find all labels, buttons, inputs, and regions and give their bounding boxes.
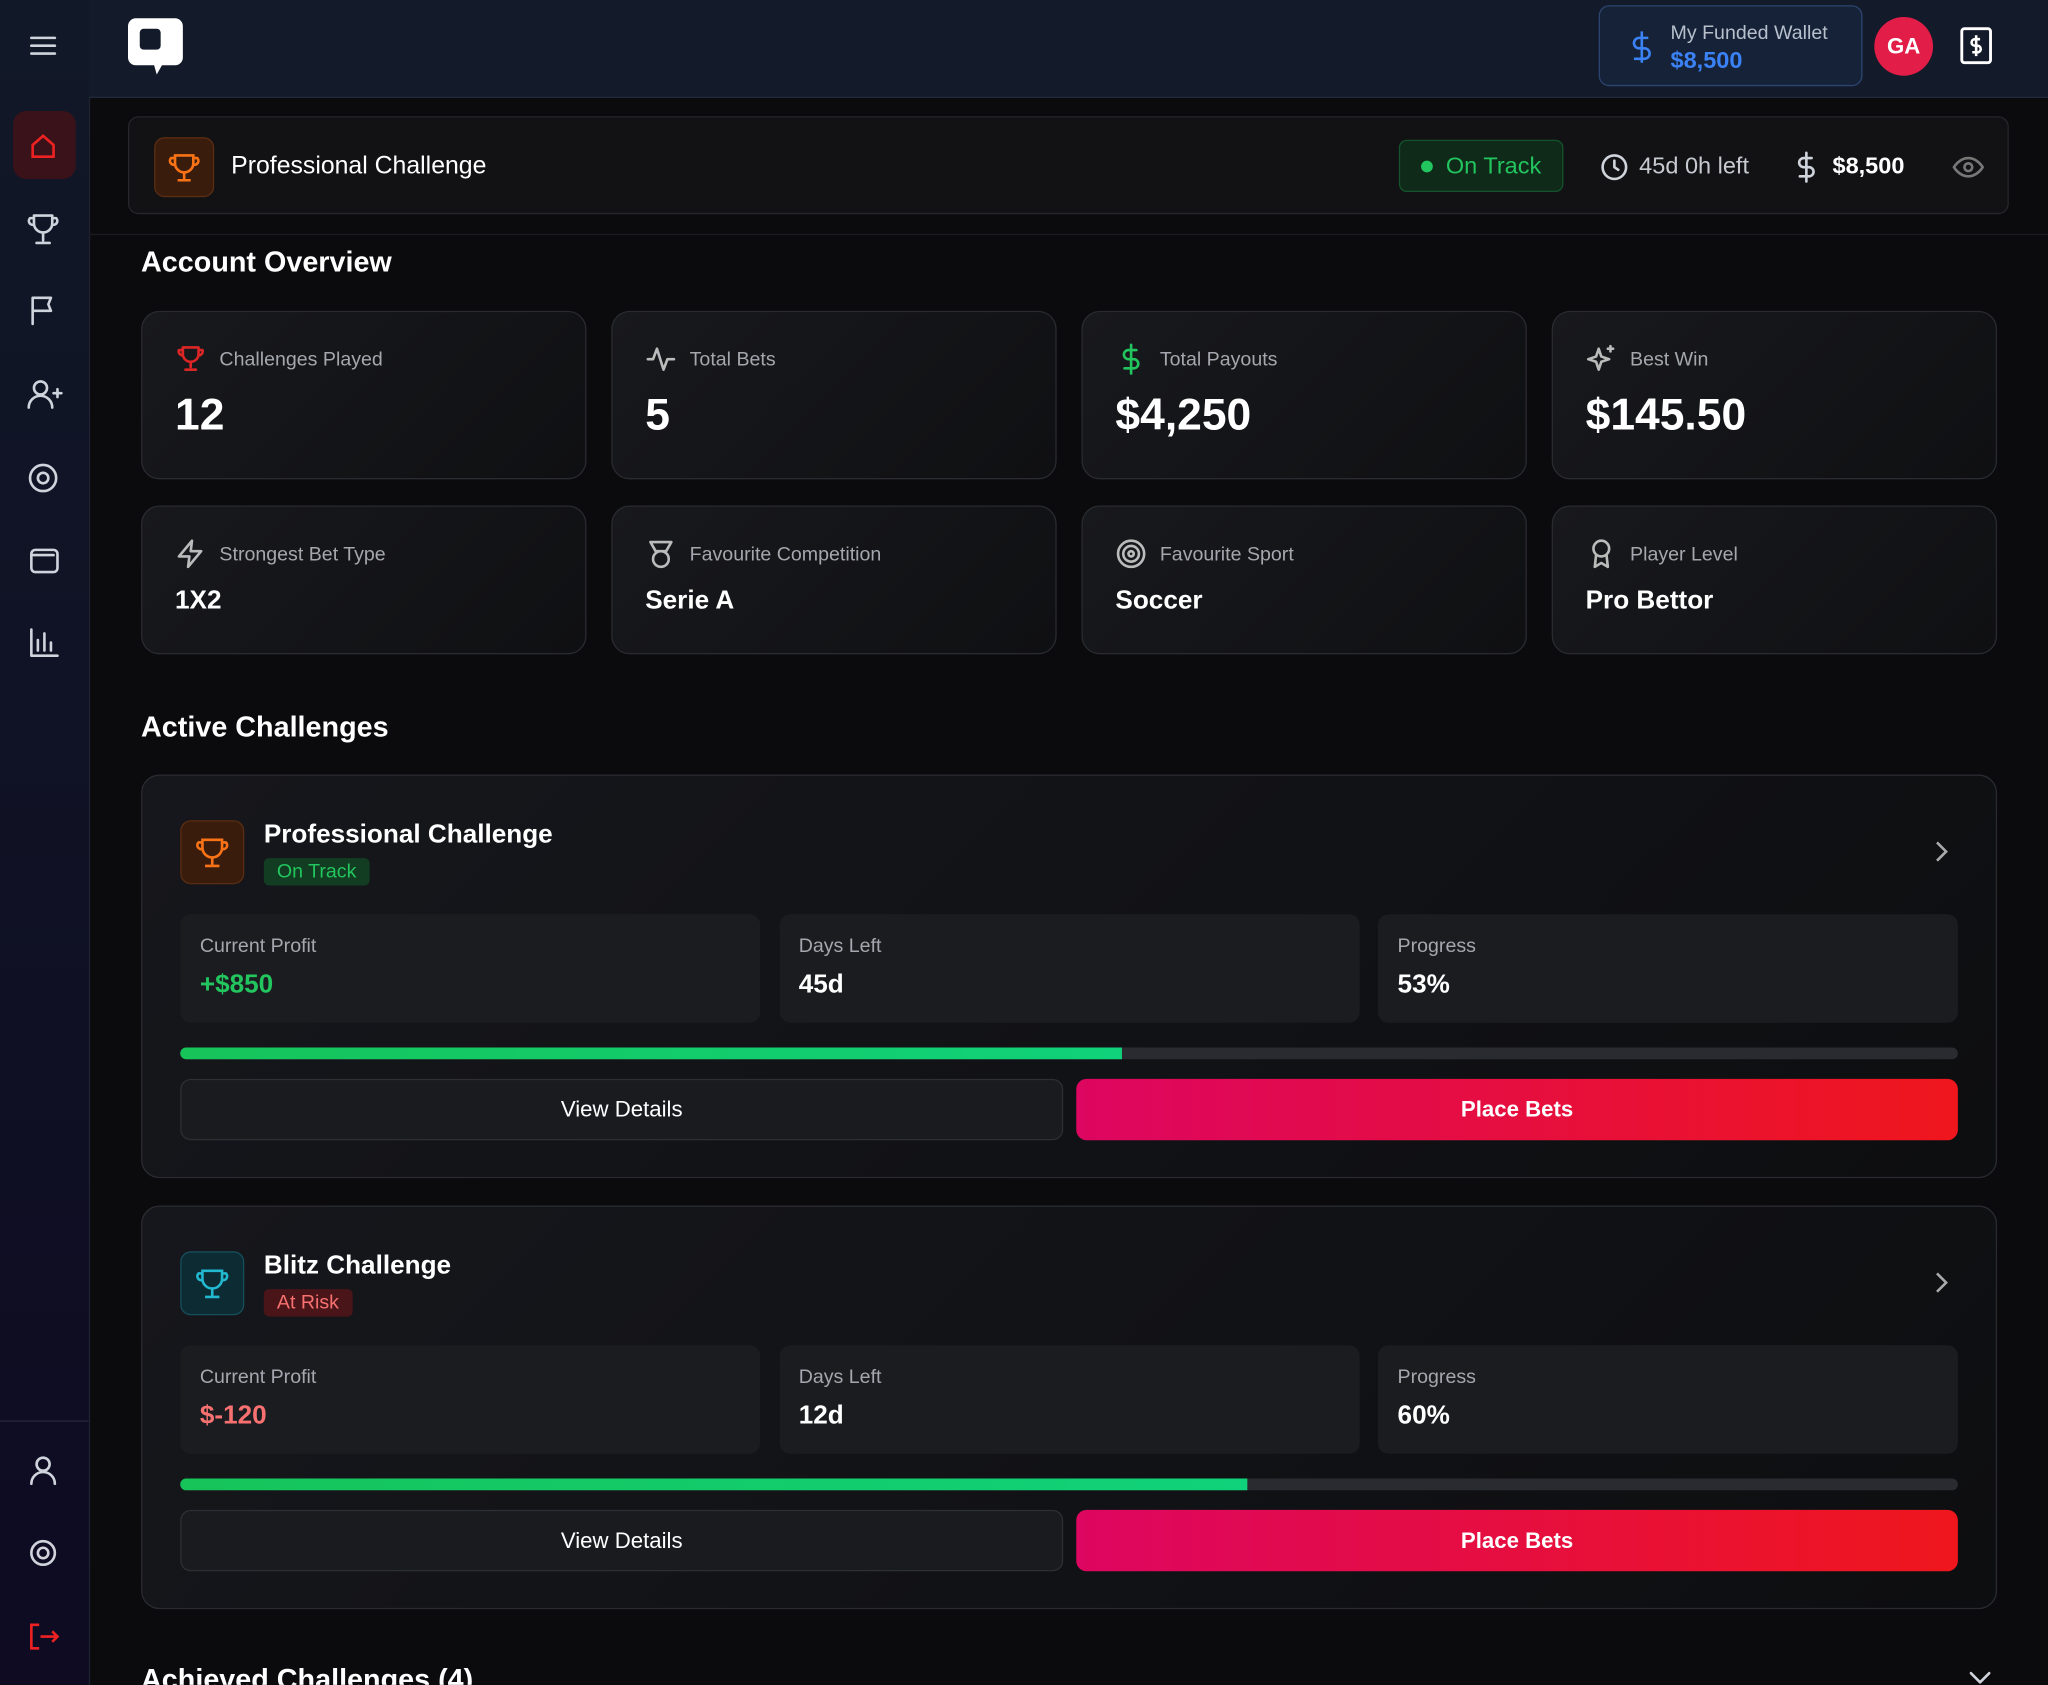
stat-box: Progress 53% bbox=[1377, 914, 1958, 1023]
progress-fill bbox=[180, 1478, 1247, 1491]
section-title: Achieved Challenges (4) bbox=[141, 1662, 474, 1685]
stat-value: +$850 bbox=[199, 970, 274, 1000]
stat-card: Player Level Pro Bettor bbox=[1551, 505, 1998, 655]
header: My Funded Wallet $8,500 GA bbox=[88, 0, 2048, 98]
stat-value: 45d bbox=[798, 970, 844, 1000]
sidebar bbox=[0, 0, 91, 1685]
stat-value: $145.50 bbox=[1585, 390, 1747, 441]
status-pill: At Risk bbox=[263, 1289, 353, 1317]
balance: $8,500 bbox=[1832, 152, 1905, 179]
place-bets-button[interactable]: Place Bets bbox=[1076, 1078, 1958, 1141]
progress-fill bbox=[180, 1047, 1123, 1060]
stat-value: 1X2 bbox=[175, 586, 222, 616]
clock-icon bbox=[1601, 154, 1628, 181]
stat-label: Days Left bbox=[798, 1366, 882, 1389]
divider bbox=[88, 233, 2048, 236]
chevron[interactable] bbox=[1932, 839, 1950, 865]
stat-value: $4,250 bbox=[1115, 390, 1252, 441]
stat-box: Progress 60% bbox=[1377, 1345, 1958, 1454]
stat-value: Soccer bbox=[1115, 586, 1203, 616]
stat-value: Serie A bbox=[645, 586, 735, 616]
receipt-icon[interactable] bbox=[1959, 26, 1993, 65]
trophy-icon bbox=[180, 820, 245, 885]
section-title: Account Overview bbox=[141, 245, 392, 279]
stat-label: Current Profit bbox=[199, 935, 317, 958]
wallet-amount: $8,500 bbox=[1670, 47, 1743, 74]
trophy-icon bbox=[154, 137, 215, 198]
challenge-bar: Professional Challenge On Track 45d 0h l… bbox=[127, 116, 2009, 215]
stat-icon bbox=[1116, 539, 1146, 569]
stat-box: Current Profit +$850 bbox=[180, 914, 761, 1023]
stat-card: Strongest Bet Type 1X2 bbox=[141, 505, 587, 655]
stat-card: Challenges Played 12 bbox=[141, 310, 587, 480]
challenge-title: Professional Challenge bbox=[231, 152, 487, 181]
stat-icon bbox=[649, 540, 673, 569]
stat-icon bbox=[177, 346, 204, 371]
stat-value: $-120 bbox=[199, 1401, 267, 1431]
stat-card: Favourite Sport Soccer bbox=[1081, 505, 1527, 655]
challenge-name: Blitz Challenge bbox=[263, 1251, 452, 1280]
view-details-button[interactable]: View Details bbox=[180, 1078, 1064, 1141]
wallet[interactable]: My Funded Wallet $8,500 bbox=[1598, 5, 1863, 87]
stat-value: 60% bbox=[1397, 1401, 1450, 1431]
stat-box: Days Left 12d bbox=[779, 1345, 1360, 1454]
logo bbox=[127, 18, 183, 75]
challenge-name: Professional Challenge bbox=[263, 820, 553, 849]
stat-card: Total Bets 5 bbox=[611, 310, 1057, 480]
stat-card: Best Win $145.50 bbox=[1551, 310, 1998, 480]
stat-label: Best Win bbox=[1630, 348, 1709, 371]
eye-icon[interactable] bbox=[1951, 153, 1985, 182]
stat-icon bbox=[1586, 344, 1615, 371]
stat-label: Player Level bbox=[1630, 543, 1738, 566]
stat-label: Progress bbox=[1397, 935, 1476, 958]
stat-icon bbox=[1122, 343, 1140, 375]
stat-label: Challenges Played bbox=[219, 348, 383, 371]
stat-label: Current Profit bbox=[199, 1366, 317, 1389]
section-title: Active Challenges bbox=[141, 710, 389, 744]
place-bets-button[interactable]: Place Bets bbox=[1076, 1509, 1958, 1572]
status-pill: On Track bbox=[1398, 139, 1564, 192]
stat-value: 5 bbox=[645, 390, 670, 441]
stat-box: Current Profit $-120 bbox=[180, 1345, 761, 1454]
stat-label: Favourite Competition bbox=[689, 543, 882, 566]
stat-value: 12d bbox=[798, 1401, 844, 1431]
chevron-down[interactable] bbox=[1967, 1669, 1993, 1685]
stat-label: Progress bbox=[1397, 1366, 1476, 1389]
stat-label: Strongest Bet Type bbox=[219, 543, 386, 566]
dollar-icon bbox=[1797, 151, 1815, 183]
stat-label: Total Payouts bbox=[1159, 348, 1278, 371]
stat-value: 12 bbox=[175, 390, 225, 441]
sidebar-icons bbox=[0, 36, 89, 1650]
dollar-icon bbox=[1632, 31, 1651, 63]
stat-label: Days Left bbox=[798, 935, 882, 958]
view-details-button[interactable]: View Details bbox=[180, 1509, 1064, 1572]
stat-value: 53% bbox=[1397, 970, 1450, 1000]
stat-icon bbox=[1592, 539, 1611, 569]
time-left: 45d 0h left bbox=[1639, 152, 1749, 179]
wallet-label: My Funded Wallet bbox=[1670, 22, 1828, 45]
stat-label: Favourite Sport bbox=[1159, 543, 1294, 566]
challenge-card[interactable]: Blitz Challenge At Risk Current Profit $-12… bbox=[141, 1205, 1998, 1610]
challenge-card[interactable]: Professional Challenge On Track Current Pr… bbox=[141, 774, 1998, 1179]
chevron[interactable] bbox=[1932, 1270, 1950, 1296]
stat-label: Total Bets bbox=[689, 348, 776, 371]
stat-value: Pro Bettor bbox=[1585, 586, 1714, 616]
trophy-icon bbox=[180, 1251, 245, 1316]
avatar[interactable]: GA bbox=[1874, 16, 1934, 76]
status-pill: On Track bbox=[263, 858, 370, 886]
stat-icon bbox=[177, 539, 203, 569]
stat-card: Total Payouts $4,250 bbox=[1081, 310, 1527, 480]
stat-box: Days Left 45d bbox=[779, 914, 1360, 1023]
stat-icon bbox=[646, 347, 676, 371]
stat-card: Favourite Competition Serie A bbox=[611, 505, 1057, 655]
status-text: On Track bbox=[1445, 152, 1542, 179]
